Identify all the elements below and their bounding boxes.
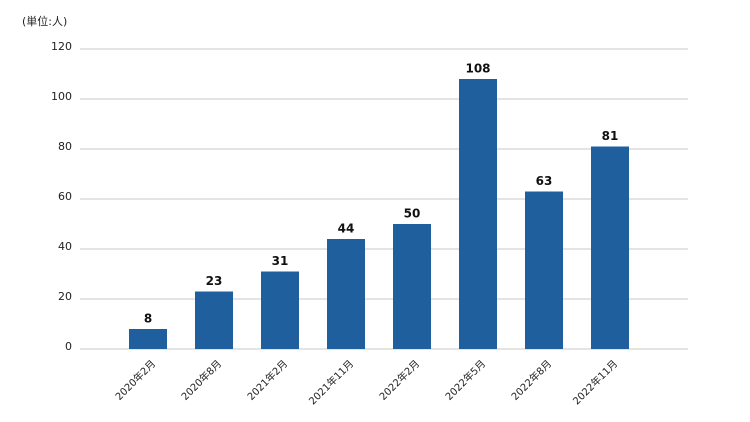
y-tick-label: 120 [51,40,72,53]
value-label: 44 [338,222,355,236]
bar [393,224,431,349]
bar [195,291,233,349]
x-tick-label: 2022年2月 [376,357,422,403]
value-label: 108 [465,62,490,76]
bar [459,79,497,349]
value-label: 63 [536,174,553,188]
x-tick-label: 2022年8月 [508,357,554,403]
x-tick-label: 2021年11月 [306,357,356,407]
x-tick-label: 2020年2月 [112,357,158,403]
value-label: 8 [144,312,152,326]
unit-label: (単位:人) [22,14,67,28]
y-tick-label: 80 [58,140,72,153]
y-tick-label: 20 [58,290,72,303]
bar [129,329,167,349]
bar [327,239,365,349]
x-tick-label: 2021年2月 [244,357,290,403]
value-label: 81 [602,129,619,143]
value-label: 31 [272,254,289,268]
x-tick-label: 2022年5月 [442,357,488,403]
y-tick-label: 40 [58,240,72,253]
bar [525,191,563,349]
bar [591,146,629,349]
value-label: 23 [206,274,223,288]
x-tick-label: 2020年8月 [178,357,224,403]
y-tick-label: 60 [58,190,72,203]
y-tick-label: 100 [51,90,72,103]
bar [261,271,299,349]
y-tick-label: 0 [65,340,72,353]
x-tick-label: 2022年11月 [570,357,620,407]
value-label: 50 [404,207,421,221]
